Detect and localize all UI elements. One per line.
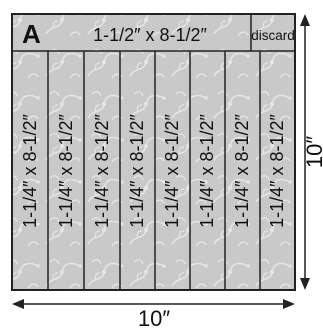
strip-label-5: 1-1/4″ x 8-1/2″ xyxy=(162,113,182,227)
strip-label-8: 1-1/4″ x 8-1/2″ xyxy=(267,113,287,227)
block-outline xyxy=(11,13,296,291)
strip-dividers xyxy=(47,51,261,290)
strip-label-4: 1-1/4″ x 8-1/2″ xyxy=(127,113,147,227)
strip-label-1: 1-1/4″ x 8-1/2″ xyxy=(20,113,40,227)
strip-label-2: 1-1/4″ x 8-1/2″ xyxy=(56,113,76,227)
fabric-square xyxy=(12,14,295,290)
width-label: 10″ xyxy=(138,306,170,330)
strip-label-6: 1-1/4″ x 8-1/2″ xyxy=(197,113,217,227)
width-arrow xyxy=(12,299,295,309)
height-arrow xyxy=(300,14,310,290)
discard-label: discard xyxy=(251,28,295,43)
strip-labels: 1-1/4″ x 8-1/2″ 1-1/4″ x 8-1/2″ 1-1/4″ x… xyxy=(20,113,287,227)
block-letter: A xyxy=(22,19,41,49)
strip-label-7: 1-1/4″ x 8-1/2″ xyxy=(232,113,252,227)
strip-label-3: 1-1/4″ x 8-1/2″ xyxy=(92,113,112,227)
height-label: 10″ xyxy=(302,136,323,168)
top-strip-label: 1-1/2″ x 8-1/2″ xyxy=(93,25,207,45)
